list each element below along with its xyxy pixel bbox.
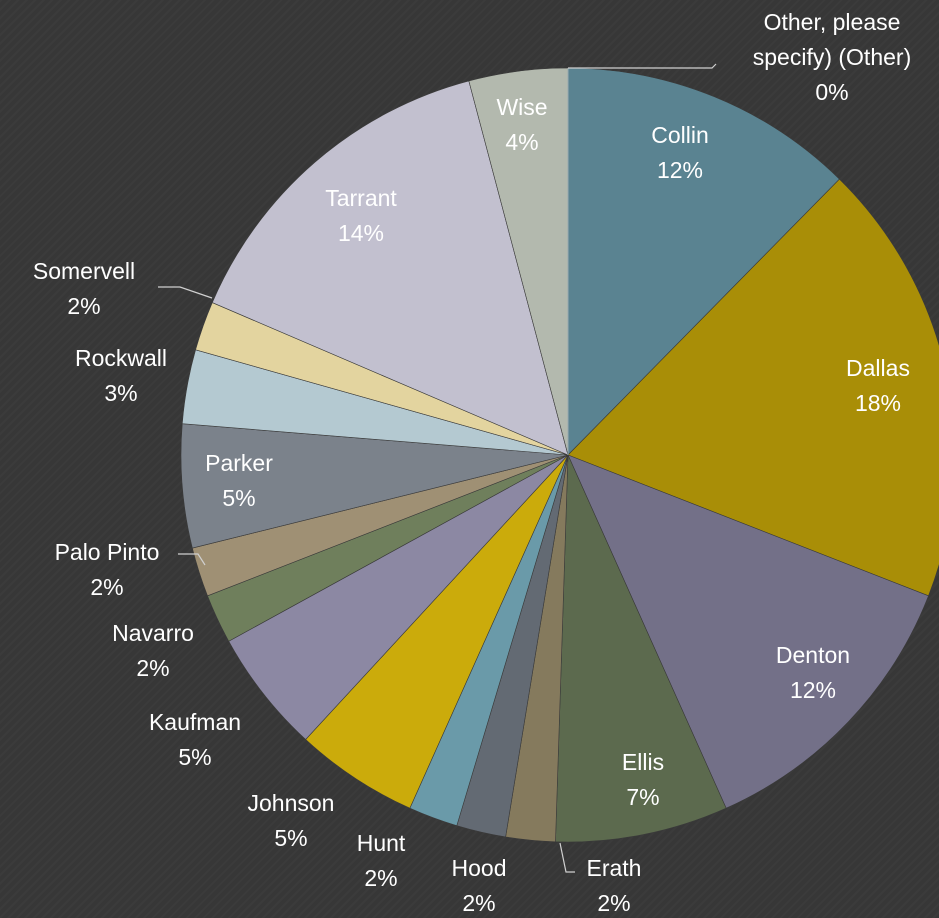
slice-label-johnson: Johnson 5%: [248, 790, 335, 851]
slice-dallas: [567, 178, 939, 597]
leader-line-palo-pinto: [178, 553, 206, 566]
slice-label-kaufman: Kaufman 5%: [149, 709, 241, 770]
slice-label-palo-pinto: Palo Pinto 2%: [55, 539, 160, 600]
slice-label-somervell: Somervell 2%: [33, 258, 135, 319]
slice-label-navarro: Navarro 2%: [112, 620, 194, 681]
leader-line-other-please-specify-other: [568, 63, 717, 69]
slice-label-hunt: Hunt 2%: [357, 830, 406, 891]
slice-label-hood: Hood 2%: [452, 855, 507, 916]
slice-denton: [567, 454, 929, 809]
slice-collin: [567, 67, 840, 456]
slice-tarrant: [211, 80, 569, 456]
slice-label-collin: Collin 12%: [651, 122, 709, 183]
slice-label-rockwall: Rockwall 3%: [75, 345, 167, 406]
slice-ellis: [555, 454, 727, 843]
slice-label-tarrant: Tarrant 14%: [325, 185, 397, 246]
slice-label-other-please-specify-other: Other, please specify) (Other) 0%: [753, 9, 911, 105]
slice-label-ellis: Ellis 7%: [622, 749, 664, 810]
leader-line-erath: [559, 842, 575, 873]
slice-label-parker: Parker 5%: [205, 450, 273, 511]
slice-label-wise: Wise 4%: [496, 94, 547, 155]
slice-label-erath: Erath 2%: [587, 855, 642, 916]
slice-label-denton: Denton 12%: [776, 642, 850, 703]
slices-group: [180, 67, 939, 843]
leader-line-somervell: [158, 286, 213, 299]
labels-group: Collin 12% Dallas 18% Denton 12% Ellis 7% Erath 2…: [33, 9, 911, 916]
slice-label-dallas: Dallas 18%: [846, 355, 910, 416]
leader-lines-group: [158, 63, 717, 873]
